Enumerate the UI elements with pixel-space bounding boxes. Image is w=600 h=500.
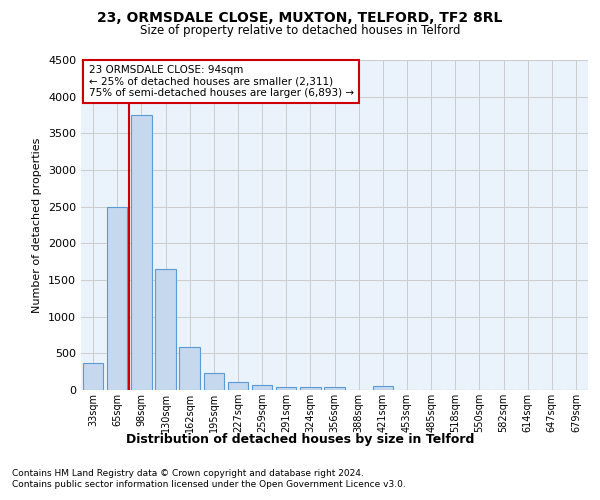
Bar xyxy=(107,206,127,390)
Bar xyxy=(227,382,248,390)
Text: 23, ORMSDALE CLOSE, MUXTON, TELFORD, TF2 8RL: 23, ORMSDALE CLOSE, MUXTON, TELFORD, TF2… xyxy=(97,11,503,25)
Bar xyxy=(300,387,320,390)
Bar xyxy=(155,269,176,390)
Bar xyxy=(83,362,103,390)
Bar xyxy=(203,373,224,390)
Text: Contains HM Land Registry data © Crown copyright and database right 2024.: Contains HM Land Registry data © Crown c… xyxy=(12,469,364,478)
Bar xyxy=(131,115,152,390)
Bar xyxy=(276,386,296,390)
Text: 23 ORMSDALE CLOSE: 94sqm
← 25% of detached houses are smaller (2,311)
75% of sem: 23 ORMSDALE CLOSE: 94sqm ← 25% of detach… xyxy=(89,65,354,98)
Bar xyxy=(252,385,272,390)
Text: Distribution of detached houses by size in Telford: Distribution of detached houses by size … xyxy=(126,432,474,446)
Y-axis label: Number of detached properties: Number of detached properties xyxy=(32,138,43,312)
Bar xyxy=(179,346,200,390)
Text: Contains public sector information licensed under the Open Government Licence v3: Contains public sector information licen… xyxy=(12,480,406,489)
Bar xyxy=(324,388,345,390)
Bar xyxy=(373,386,393,390)
Text: Size of property relative to detached houses in Telford: Size of property relative to detached ho… xyxy=(140,24,460,37)
